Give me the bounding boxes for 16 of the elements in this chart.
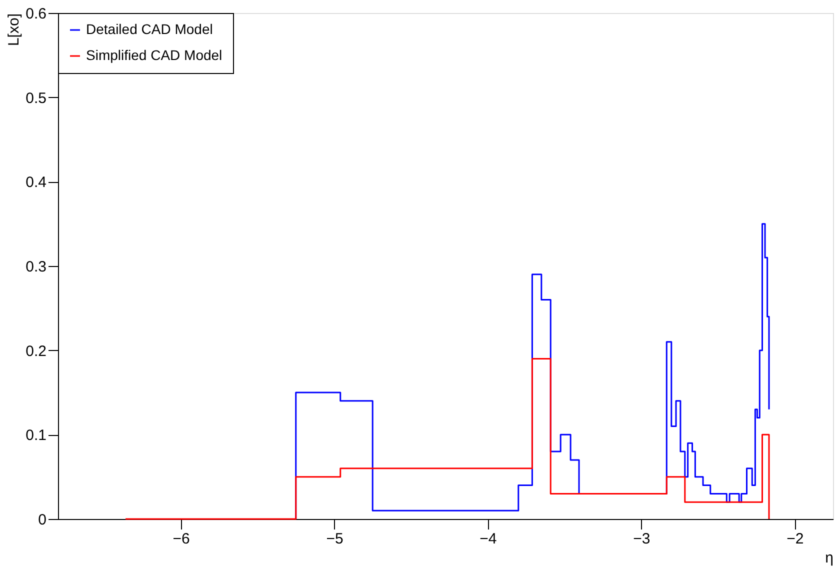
legend-label: Simplified CAD Model [86, 47, 222, 63]
x-tick-label: −4 [480, 530, 497, 548]
y-tick-label: 0.1 [26, 427, 46, 444]
x-tick-label: −2 [786, 530, 804, 548]
y-tick-label: 0.3 [26, 258, 46, 276]
x-tick-label: −3 [633, 530, 650, 548]
legend-label: Detailed CAD Model [86, 21, 213, 37]
y-tick-label: 0.6 [26, 6, 46, 22]
x-tick-label: −6 [172, 530, 190, 548]
y-tick-label: 0.2 [26, 342, 46, 360]
y-tick-label: 0.5 [26, 90, 46, 107]
x-tick-label: −5 [326, 530, 344, 548]
x-axis-title: η [825, 550, 834, 566]
y-tick-label: 0 [38, 512, 46, 528]
y-tick-label: 0.4 [26, 174, 46, 192]
y-axis-title: L[xo] [6, 14, 23, 46]
